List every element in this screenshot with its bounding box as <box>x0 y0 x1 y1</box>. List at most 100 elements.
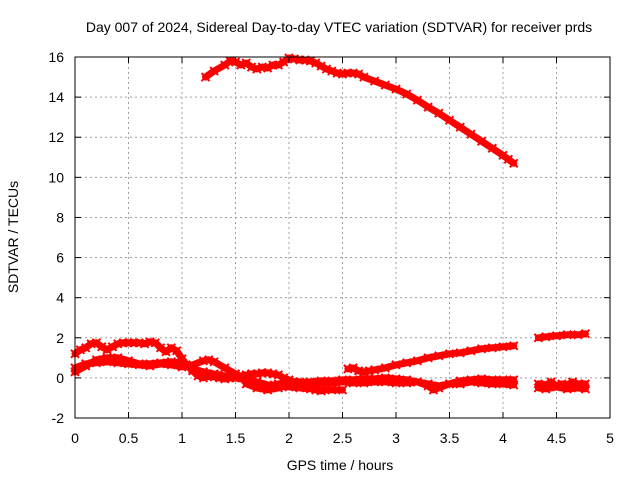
x-tick-label: 2.5 <box>333 430 353 446</box>
x-tick-label: 1.5 <box>226 430 246 446</box>
data-point <box>305 56 316 66</box>
data-point <box>252 383 262 393</box>
y-tick-label: 6 <box>56 250 64 266</box>
data-point <box>369 76 380 86</box>
data-point <box>273 370 284 380</box>
data-point <box>476 344 487 354</box>
data-point <box>177 362 187 372</box>
series-satellite-f <box>343 341 519 377</box>
data-point <box>508 158 519 169</box>
series-satellite-g <box>533 329 591 343</box>
data-point <box>273 60 284 70</box>
data-point <box>284 380 294 390</box>
data-point <box>209 369 219 379</box>
data-point <box>423 102 433 112</box>
data-point <box>252 64 262 74</box>
x-tick-label: 4 <box>499 430 507 446</box>
data-point <box>139 339 150 349</box>
data-point <box>380 363 391 373</box>
data-point <box>541 332 551 342</box>
data-point <box>337 385 348 395</box>
x-tick-label: 5 <box>606 430 614 446</box>
data-point <box>327 66 337 76</box>
data-point <box>166 360 177 370</box>
y-tick-label: 12 <box>48 129 64 145</box>
data-point <box>327 385 337 395</box>
chart-title: Day 007 of 2024, Sidereal Day-to-day VTE… <box>86 19 592 35</box>
data-point <box>102 357 112 367</box>
data-point <box>380 373 391 383</box>
data-point <box>321 64 332 74</box>
data-point <box>311 58 321 68</box>
data-point <box>401 89 412 99</box>
data-point <box>466 129 476 139</box>
data-point <box>209 66 219 76</box>
data-point <box>348 363 358 373</box>
data-point <box>348 375 358 385</box>
x-tick-label: 2 <box>285 430 293 446</box>
y-tick-label: 8 <box>56 209 64 225</box>
data-point <box>337 375 348 385</box>
y-tick-label: 14 <box>48 89 64 105</box>
grid-layer <box>75 57 610 418</box>
data-point <box>200 72 211 82</box>
series-satellite-e <box>241 373 519 395</box>
data-point <box>353 69 364 79</box>
data-point <box>476 374 487 384</box>
data-point <box>562 384 572 394</box>
data-point <box>551 331 562 341</box>
data-point <box>262 385 273 395</box>
data-point <box>533 333 544 343</box>
data-point <box>444 349 455 359</box>
data-point <box>444 115 455 125</box>
data-point <box>487 143 498 153</box>
data-point <box>204 355 214 365</box>
data-point <box>412 95 423 105</box>
y-axis-label: SDTVAR / TECUs <box>5 181 21 293</box>
data-point <box>316 385 326 395</box>
data-point <box>466 375 476 385</box>
data-point <box>230 369 241 379</box>
data-point <box>551 382 562 392</box>
data-point <box>487 375 498 385</box>
data-point <box>369 374 380 384</box>
data-point <box>155 359 166 369</box>
data-point <box>498 375 508 385</box>
data-point <box>80 359 91 369</box>
data-point <box>327 376 337 386</box>
data-point <box>305 377 316 387</box>
data-point <box>434 383 444 393</box>
series-satellite-a <box>200 53 519 169</box>
data-point <box>359 374 369 384</box>
x-tick-label: 3.5 <box>440 430 460 446</box>
x-tick-label: 0 <box>71 430 79 446</box>
series-satellite-b <box>70 337 326 396</box>
x-tick-label: 4.5 <box>547 430 567 446</box>
data-point <box>198 367 209 377</box>
data-point <box>428 385 439 395</box>
data-point <box>391 84 401 94</box>
data-point <box>102 345 112 355</box>
data-point <box>166 343 177 353</box>
data-point <box>262 63 273 73</box>
y-tick-label: 2 <box>56 330 64 346</box>
x-tick-label: 0.5 <box>119 430 139 446</box>
data-point <box>75 345 86 355</box>
data-point <box>580 384 591 394</box>
data-point <box>236 60 246 70</box>
data-point <box>434 351 444 361</box>
data-point <box>455 348 465 358</box>
data-point <box>541 384 551 394</box>
y-tick-label: 10 <box>48 169 64 185</box>
x-axis-label: GPS time / hours <box>287 457 394 473</box>
data-point <box>391 360 401 370</box>
y-tick-label: 0 <box>56 370 64 386</box>
data-point <box>187 360 198 370</box>
data-point <box>573 383 583 393</box>
data-point <box>573 330 583 340</box>
data-point <box>498 342 508 352</box>
data-point <box>455 122 465 132</box>
data-point <box>107 342 118 352</box>
y-tick-label: -2 <box>52 410 65 426</box>
